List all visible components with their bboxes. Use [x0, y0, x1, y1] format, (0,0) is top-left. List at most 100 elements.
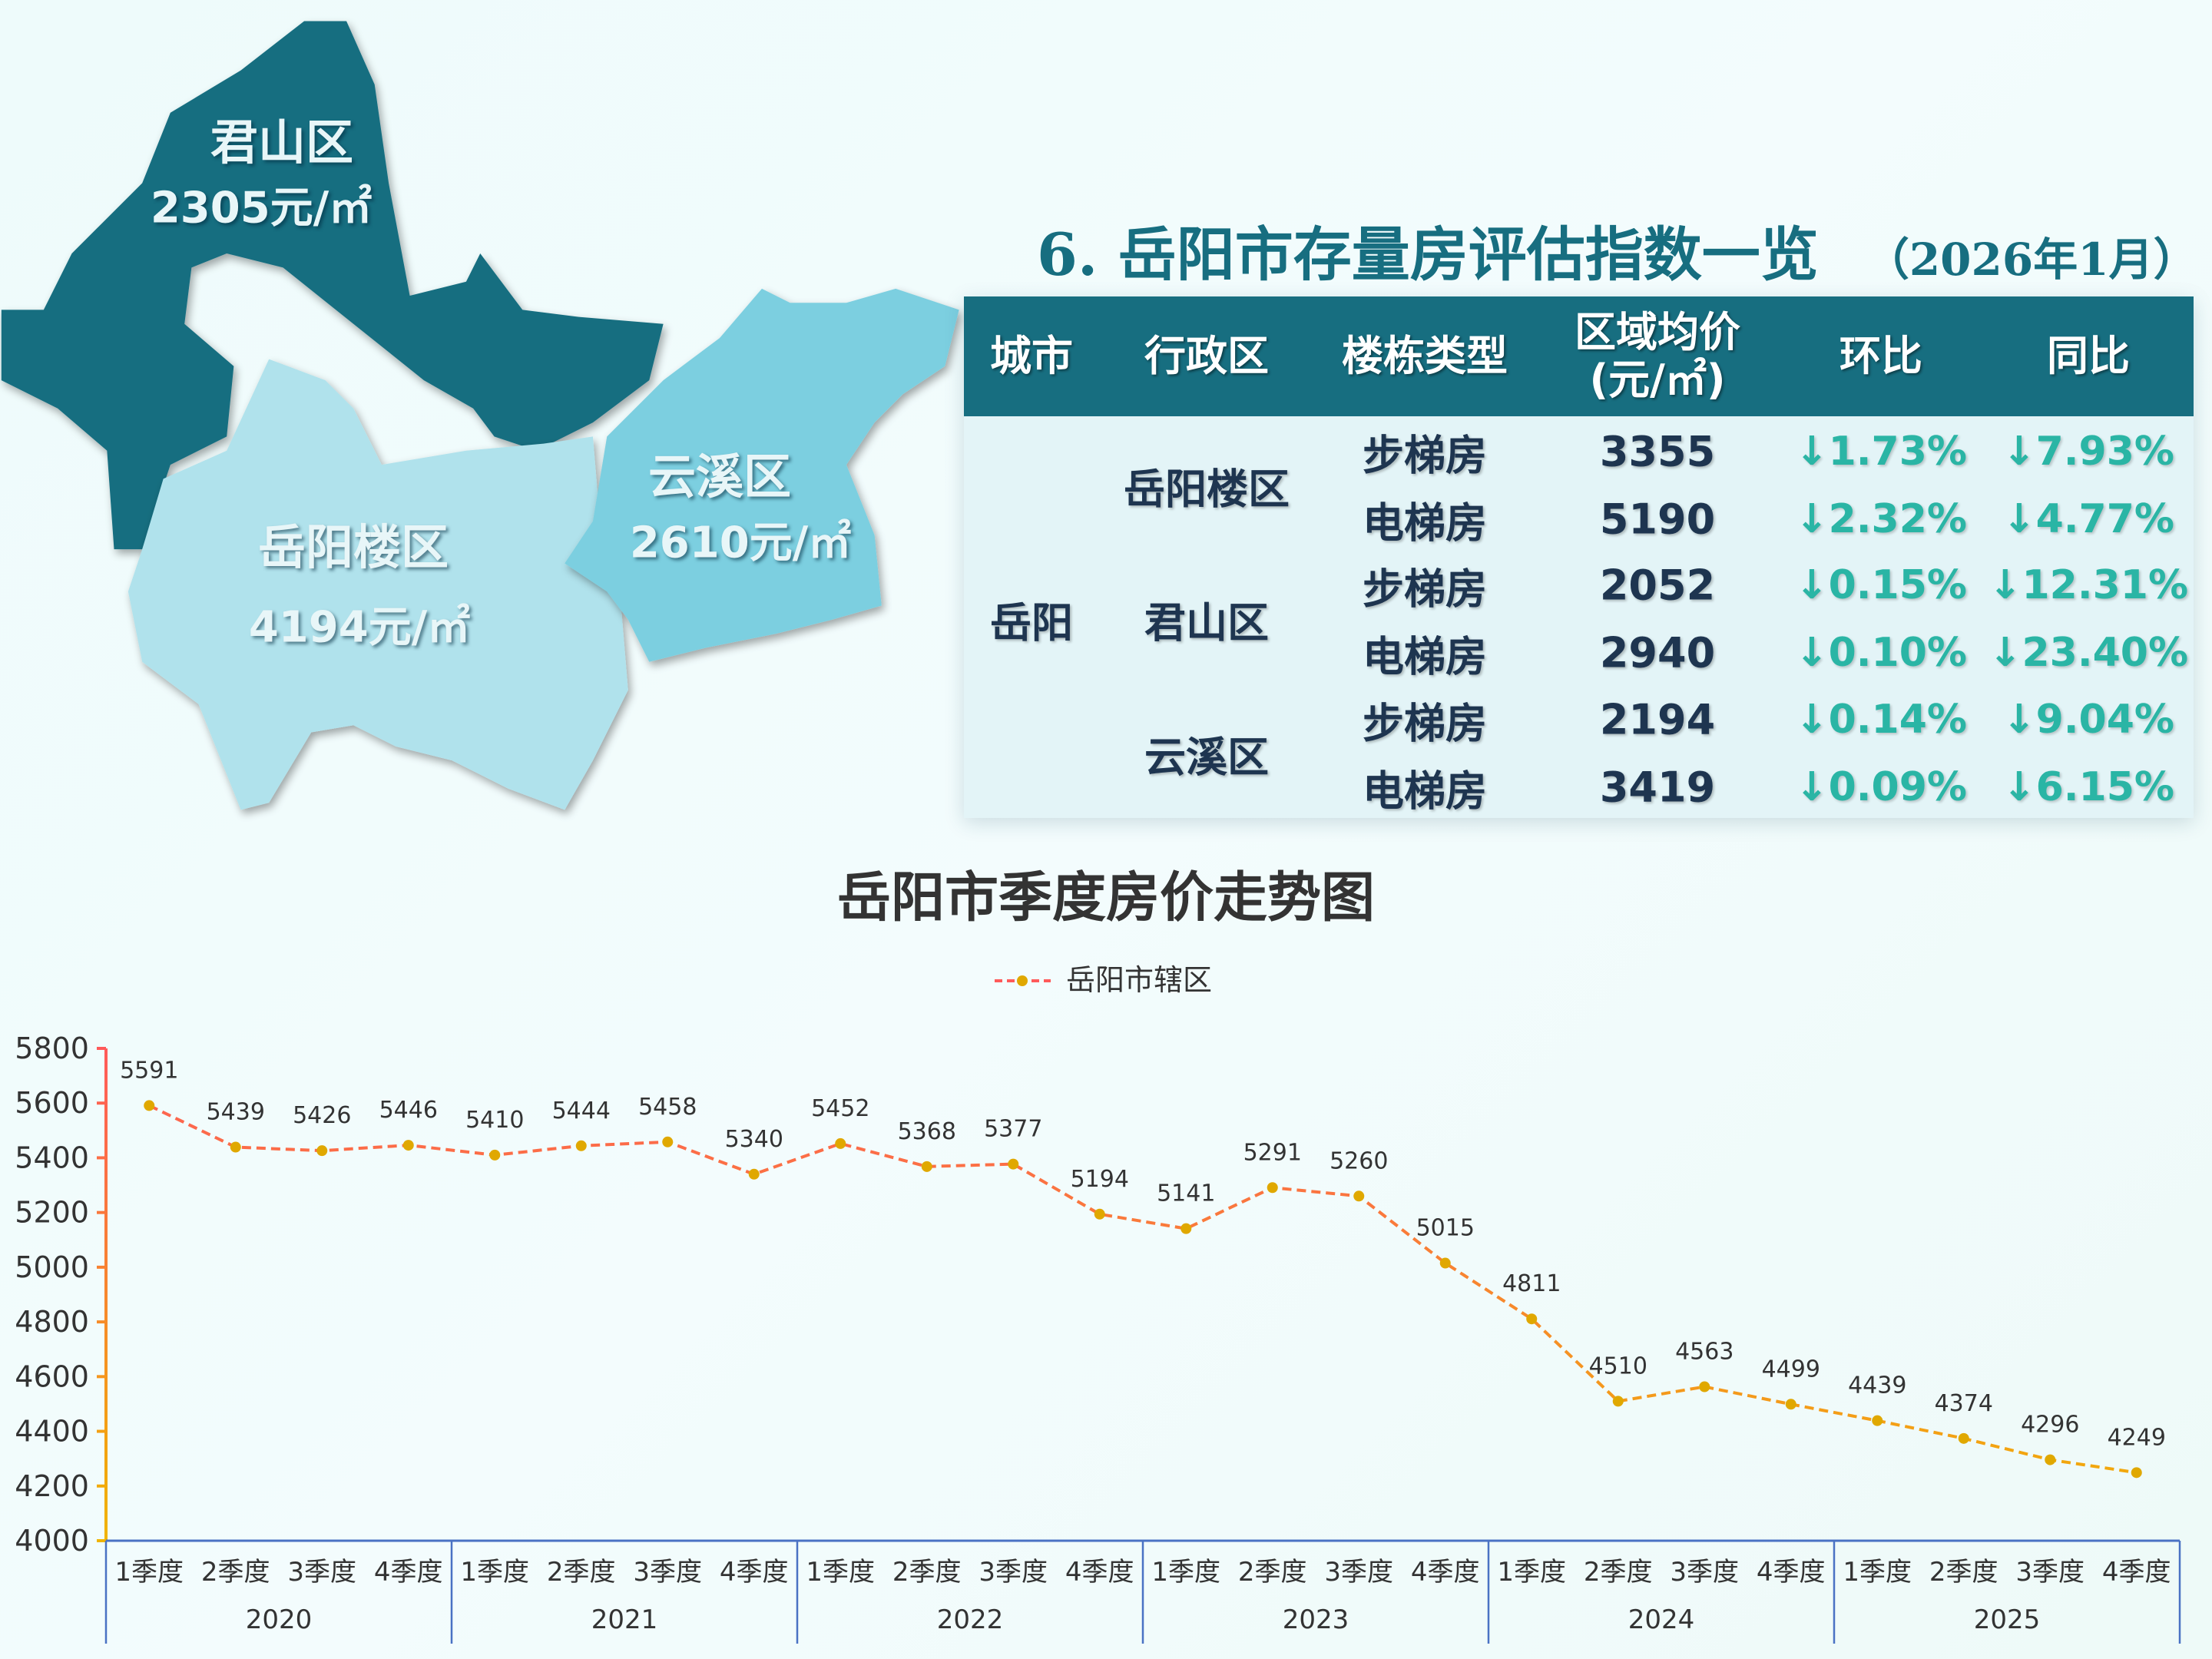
data-point: [489, 1149, 501, 1161]
legend-marker: [1017, 975, 1028, 986]
y-tick-label: 5200: [15, 1196, 89, 1230]
table-title-date: （2026年1月）: [1864, 233, 2198, 286]
data-label: 4249: [2108, 1424, 2166, 1451]
year-label: 2022: [937, 1604, 1004, 1635]
data-label: 5015: [1416, 1215, 1475, 1242]
y-tick-label: 5000: [15, 1250, 89, 1284]
header-district: 行政区: [1144, 332, 1269, 380]
cell-avg-price: 5190: [1599, 495, 1716, 544]
junshan-district-shape: [1, 21, 664, 550]
x-tick-label: 1季度: [1843, 1557, 1912, 1588]
data-label: 5377: [984, 1116, 1042, 1143]
cell-yoy-change: ↓23.40%: [1988, 630, 2189, 676]
y-tick-label: 5400: [15, 1141, 89, 1174]
series-line: [148, 1104, 2137, 1475]
data-point: [2045, 1454, 2056, 1465]
cell-mom-change: ↓0.10%: [1795, 630, 1967, 676]
cell-avg-price: 2194: [1599, 695, 1716, 744]
yueyanglou-district-shape: [127, 359, 628, 810]
data-point: [1439, 1257, 1451, 1269]
chart-legend[interactable]: 岳阳市辖区: [995, 963, 1212, 997]
x-tick-label: 4季度: [720, 1557, 789, 1588]
y-tick-label: 4800: [15, 1305, 89, 1339]
header-avg-price: 区域均价 (元/㎡): [1575, 309, 1740, 404]
data-point: [402, 1140, 414, 1151]
cell-building-type: 步梯房: [1363, 699, 1487, 748]
cell-building-type: 电梯房: [1363, 632, 1487, 681]
y-tick-label: 5600: [15, 1086, 89, 1120]
table-title-main: 6. 岳阳市存量房评估指数一览: [1037, 220, 1819, 289]
data-point: [748, 1168, 760, 1180]
data-point: [316, 1145, 328, 1157]
cell-avg-price: 2940: [1599, 628, 1716, 677]
header-building-type: 楼栋类型: [1342, 332, 1508, 380]
map-label-junshan: 君山区: [210, 114, 354, 171]
y-tick-label: 4400: [15, 1415, 89, 1449]
x-tick-label: 1季度: [460, 1557, 529, 1588]
data-label: 5260: [1330, 1147, 1388, 1174]
cell-avg-price: 3419: [1599, 763, 1716, 812]
cell-mom-change: ↓0.15%: [1795, 562, 1967, 608]
x-tick-label: 2季度: [1929, 1557, 1998, 1588]
data-label: 5446: [379, 1097, 438, 1124]
data-point: [1267, 1182, 1278, 1194]
data-label: 5426: [293, 1102, 351, 1129]
map-label-yueyanglou: 岳阳楼区: [257, 519, 449, 575]
map-label-yunxi: 云溪区: [647, 449, 792, 505]
table-title: 6. 岳阳市存量房评估指数一览 （2026年1月）: [1037, 207, 2198, 292]
y-tick-label: 4200: [15, 1469, 89, 1503]
yunxi-district-shape: [565, 288, 959, 662]
cell-yoy-change: ↓4.77%: [2002, 496, 2174, 542]
x-tick-label: 1季度: [806, 1557, 875, 1588]
map-price-yunxi: 2610元/㎡: [629, 518, 852, 568]
data-label: 4563: [1675, 1339, 1734, 1366]
year-label: 2021: [591, 1604, 658, 1635]
x-tick-label: 3季度: [1670, 1557, 1739, 1588]
data-point: [144, 1100, 155, 1111]
header-avg-price-unit: (元/㎡): [1589, 356, 1726, 404]
legend-label: 岳阳市辖区: [1066, 963, 1212, 997]
data-point: [1612, 1396, 1624, 1407]
cell-yoy-change: ↓6.15%: [2002, 764, 2174, 810]
data-label: 5439: [207, 1099, 265, 1126]
x-tick-label: 4季度: [2102, 1557, 2171, 1588]
data-point: [1094, 1208, 1105, 1220]
x-tick-label: 2季度: [201, 1557, 270, 1588]
data-label: 5458: [638, 1094, 697, 1121]
header-avg-price-label: 区域均价: [1575, 308, 1740, 356]
header-mom: 环比: [1839, 332, 1922, 380]
x-tick-label: 4季度: [374, 1557, 443, 1588]
x-tick-label: 2季度: [547, 1557, 616, 1588]
data-point: [921, 1161, 932, 1172]
x-tick-label: 2季度: [1238, 1557, 1307, 1588]
cell-yoy-change: ↓7.93%: [2002, 429, 2174, 475]
x-tick-label: 4季度: [1065, 1557, 1134, 1588]
x-tick-label: 3季度: [633, 1557, 702, 1588]
cell-district: 岳阳楼区: [1124, 465, 1290, 514]
x-tick-label: 2季度: [892, 1557, 962, 1588]
data-label: 5141: [1157, 1181, 1215, 1207]
data-point: [1958, 1432, 1969, 1444]
data-point: [1785, 1399, 1796, 1410]
cell-district: 君山区: [1144, 598, 1269, 647]
data-point: [1526, 1313, 1538, 1325]
data-point: [1353, 1190, 1365, 1202]
header-yoy: 同比: [2047, 332, 2130, 380]
data-label: 5444: [552, 1098, 611, 1124]
x-tick-label: 3季度: [287, 1557, 356, 1588]
x-tick-label: 1季度: [1151, 1557, 1220, 1588]
cell-mom-change: ↓1.73%: [1795, 429, 1967, 475]
cell-yoy-change: ↓12.31%: [1988, 562, 2189, 608]
data-label: 5340: [725, 1126, 783, 1153]
chart-title: 岳阳市季度房价走势图: [837, 866, 1375, 929]
data-point: [2131, 1467, 2142, 1479]
data-label: 4510: [1589, 1353, 1647, 1379]
x-tick-label: 3季度: [1324, 1557, 1393, 1588]
cell-building-type: 步梯房: [1363, 431, 1487, 480]
data-label: 5368: [898, 1118, 956, 1145]
x-tick-label: 3季度: [2015, 1557, 2085, 1588]
data-label: 4374: [1935, 1390, 1993, 1417]
x-tick-label: 1季度: [114, 1557, 184, 1588]
cell-building-type: 电梯房: [1363, 498, 1487, 548]
